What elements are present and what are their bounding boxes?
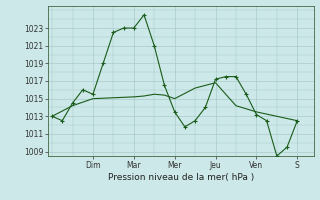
X-axis label: Pression niveau de la mer( hPa ): Pression niveau de la mer( hPa ) <box>108 173 254 182</box>
